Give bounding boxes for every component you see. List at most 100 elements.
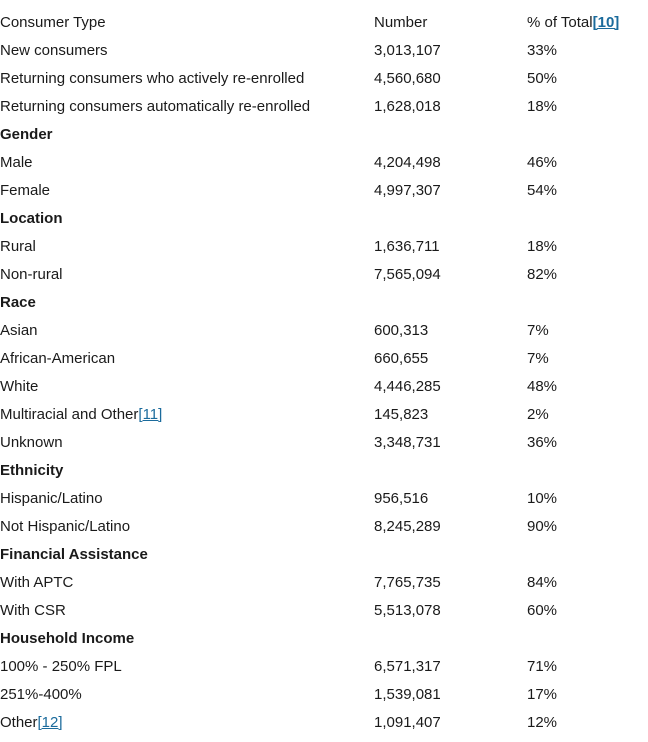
row-percent: 71% (527, 657, 558, 675)
row-label-text: Asian (0, 321, 38, 339)
row-number: 7,765,735 (374, 573, 441, 591)
empty-cell (374, 540, 527, 568)
section-header-row: Race (0, 288, 648, 316)
row-percent: 33% (527, 41, 558, 59)
empty-cell (527, 204, 648, 232)
column-header-percent-label: % of Total (527, 13, 593, 31)
empty-cell (374, 120, 527, 148)
row-number: 5,513,078 (374, 601, 441, 619)
row-label-text: Not Hispanic/Latino (0, 517, 131, 535)
row-number: 1,628,018 (374, 97, 441, 115)
row-label: Returning consumers who actively re-enro… (0, 64, 374, 92)
row-label: With APTC (0, 568, 374, 596)
row-percent: 17% (527, 685, 558, 703)
column-header-consumer-type: Consumer Type (0, 8, 374, 36)
table-row: African-American 660,655 7% (0, 344, 648, 372)
row-number: 1,091,407 (374, 713, 441, 731)
footnote-link-12[interactable]: [12] (37, 713, 63, 731)
column-header-consumer-type-label: Consumer Type (0, 13, 106, 31)
section-title: Gender (0, 125, 53, 143)
row-number: 1,636,711 (374, 237, 440, 255)
section-title: Household Income (0, 629, 135, 647)
table-row: 251%-400% 1,539,081 17% (0, 680, 648, 708)
row-label-text: Returning consumers who actively re-enro… (0, 69, 305, 87)
table-row: Multiracial and Other[11] 145,823 2% (0, 400, 648, 428)
row-label-text: Male (0, 153, 33, 171)
table-row: With APTC 7,765,735 84% (0, 568, 648, 596)
column-header-number-label: Number (374, 13, 428, 31)
table-row: Unknown 3,348,731 36% (0, 428, 648, 456)
row-label-text: Rural (0, 237, 36, 255)
row-label: Female (0, 176, 374, 204)
table-row: Male 4,204,498 46% (0, 148, 648, 176)
footnote-link-11[interactable]: [11] (138, 405, 163, 423)
row-number: 6,571,317 (374, 657, 441, 675)
row-number: 7,565,094 (374, 265, 441, 283)
row-label-text: Female (0, 181, 51, 199)
empty-cell (527, 456, 648, 484)
row-percent: 18% (527, 237, 558, 255)
footnote-link-10[interactable]: [10] (592, 13, 620, 31)
row-label: Other[12] (0, 708, 374, 736)
row-label: Not Hispanic/Latino (0, 512, 374, 540)
row-percent: 84% (527, 573, 558, 591)
table-row: With CSR 5,513,078 60% (0, 596, 648, 624)
row-percent: 10% (527, 489, 558, 507)
table-row: Returning consumers who actively re-enro… (0, 64, 648, 92)
row-percent: 48% (527, 377, 558, 395)
row-label-text: Hispanic/Latino (0, 489, 103, 507)
table-row: Hispanic/Latino 956,516 10% (0, 484, 648, 512)
row-number: 4,560,680 (374, 69, 441, 87)
row-percent: 90% (527, 517, 558, 535)
row-percent: 2% (527, 405, 549, 423)
row-percent: 60% (527, 601, 558, 619)
row-label-text: New consumers (0, 41, 108, 59)
section-header-row: Household Income (0, 624, 648, 652)
row-label-text: 100% - 250% FPL (0, 657, 122, 675)
row-label-text: With CSR (0, 601, 66, 619)
row-number: 8,245,289 (374, 517, 441, 535)
row-label: Male (0, 148, 374, 176)
row-label-text: 251%-400% (0, 685, 82, 703)
row-percent: 54% (527, 181, 558, 199)
row-label: Rural (0, 232, 374, 260)
row-label: Multiracial and Other[11] (0, 400, 374, 428)
row-label: 251%-400% (0, 680, 374, 708)
row-number: 1,539,081 (374, 685, 441, 703)
table-row: 100% - 250% FPL 6,571,317 71% (0, 652, 648, 680)
table-row: New consumers 3,013,107 33% (0, 36, 648, 64)
table-row: Asian 600,313 7% (0, 316, 648, 344)
row-label: 100% - 250% FPL (0, 652, 374, 680)
row-number: 3,348,731 (374, 433, 441, 451)
row-label: With CSR (0, 596, 374, 624)
table-row: White 4,446,285 48% (0, 372, 648, 400)
row-percent: 36% (527, 433, 558, 451)
row-label: Hispanic/Latino (0, 484, 374, 512)
row-number: 4,204,498 (374, 153, 441, 171)
row-percent: 50% (527, 69, 558, 87)
row-label: Unknown (0, 428, 374, 456)
column-header-number: Number (374, 8, 527, 36)
row-percent: 18% (527, 97, 558, 115)
row-label-text: White (0, 377, 39, 395)
row-label: New consumers (0, 36, 374, 64)
row-label-text: Non-rural (0, 265, 63, 283)
empty-cell (374, 456, 527, 484)
table-row: Not Hispanic/Latino 8,245,289 90% (0, 512, 648, 540)
row-number: 956,516 (374, 489, 429, 507)
row-label-text: African-American (0, 349, 116, 367)
table-row: Rural 1,636,711 18% (0, 232, 648, 260)
section-header-row: Location (0, 204, 648, 232)
empty-cell (527, 288, 648, 316)
section-title: Financial Assistance (0, 545, 148, 563)
row-number: 145,823 (374, 405, 429, 423)
row-percent: 12% (527, 713, 558, 731)
section-title: Location (0, 209, 63, 227)
table-row: Other[12] 1,091,407 12% (0, 708, 648, 736)
column-header-percent: % of Total[10] (527, 8, 648, 36)
row-label: Non-rural (0, 260, 374, 288)
empty-cell (527, 540, 648, 568)
table-body: New consumers 3,013,107 33% Returning consu… (0, 36, 648, 736)
empty-cell (374, 624, 527, 652)
